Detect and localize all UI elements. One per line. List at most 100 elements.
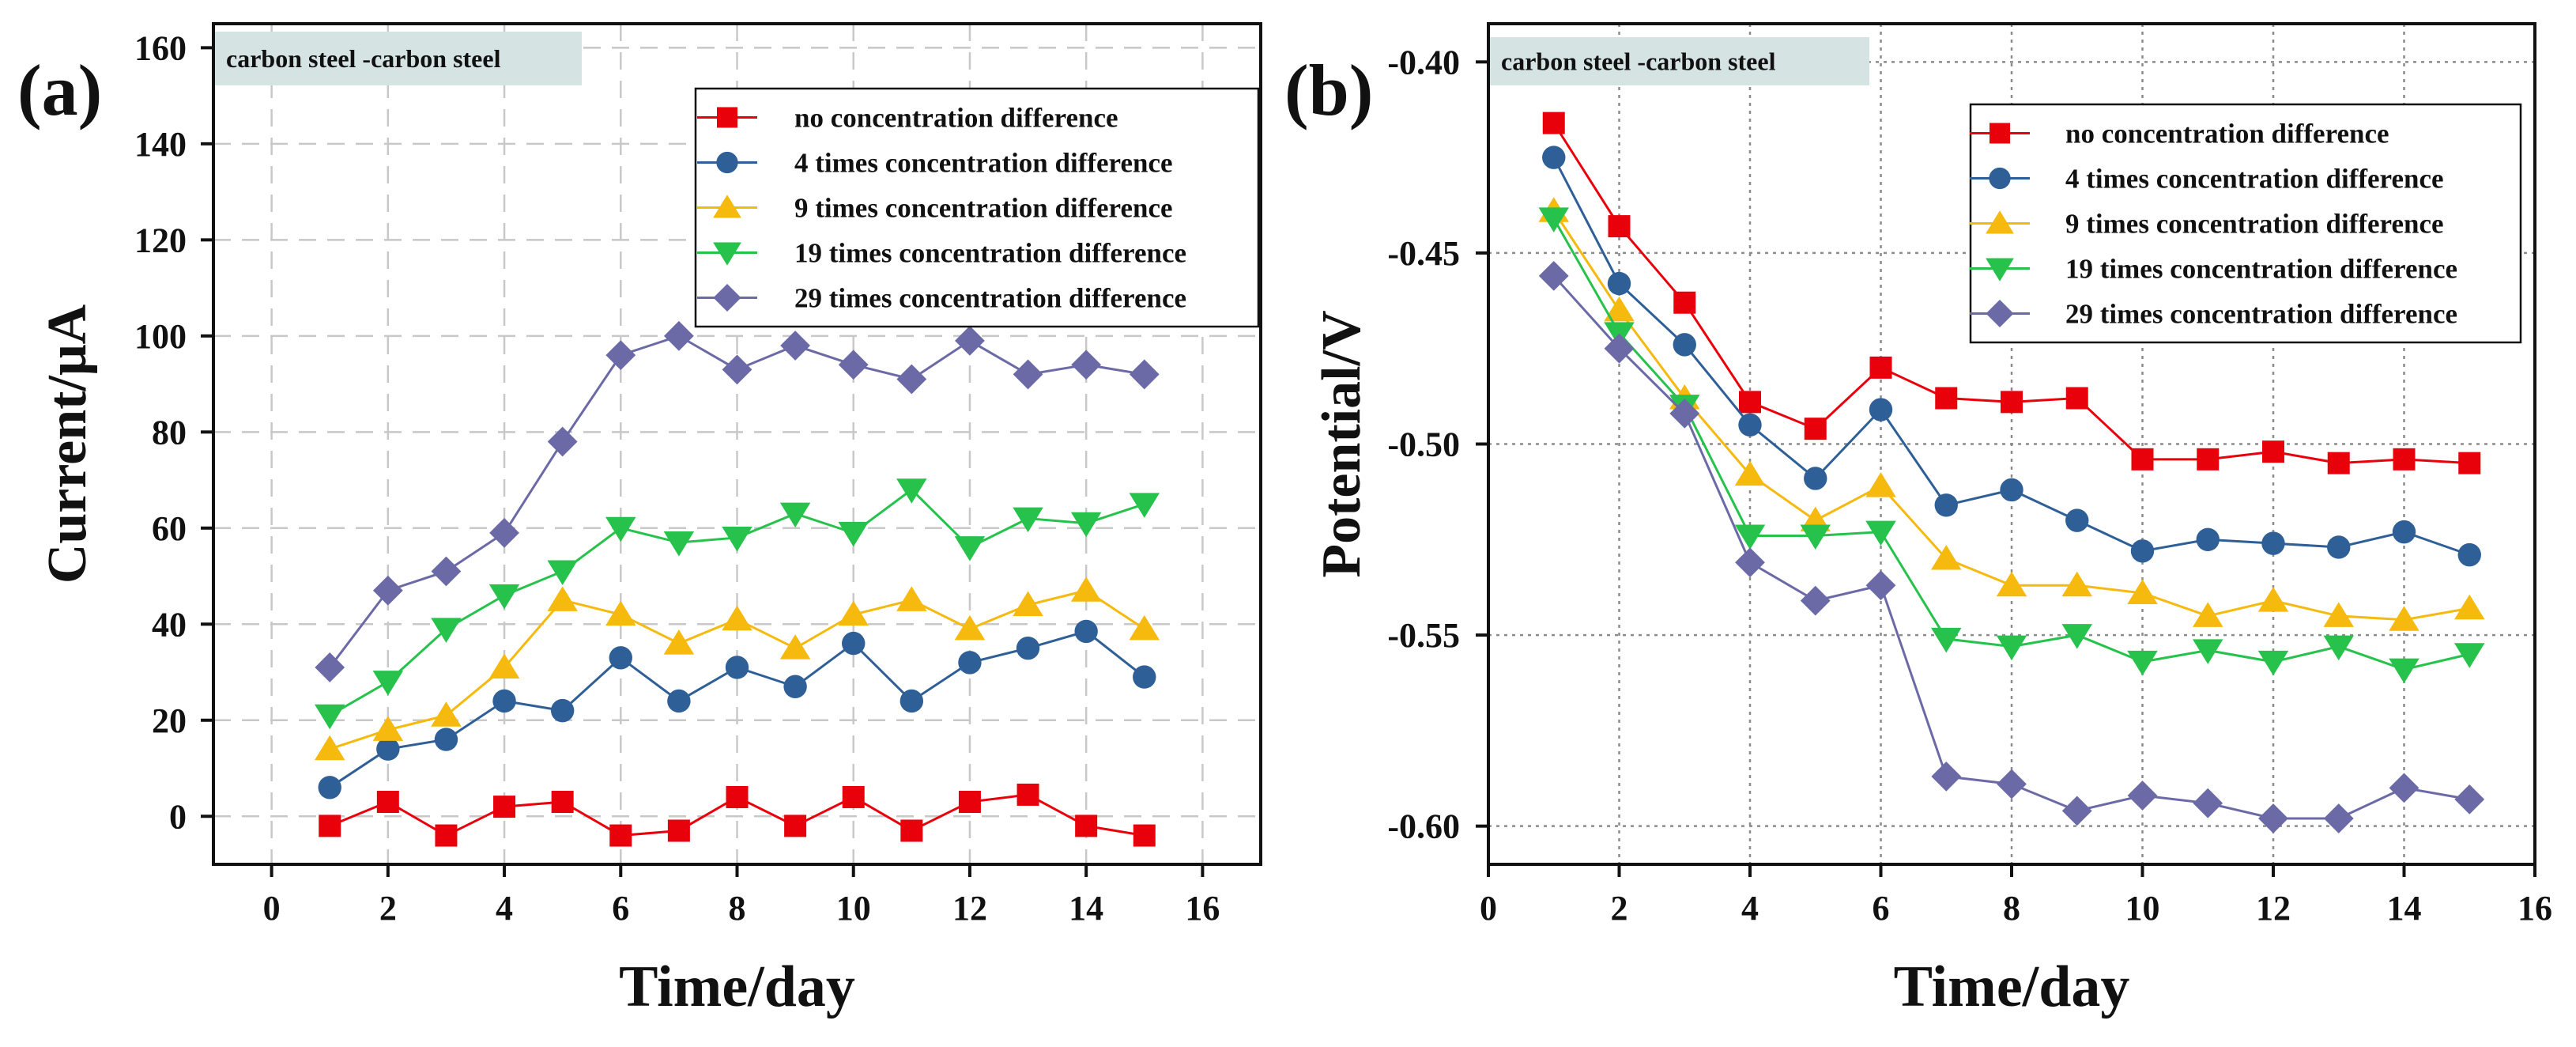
series-a-3 [314,576,1160,761]
data-point-a-4 [722,526,752,552]
data-point-b-3 [2454,594,2485,620]
data-point-a-1 [958,791,981,814]
data-point-a-1 [667,819,690,842]
legend-marker-a-3 [713,195,741,218]
data-point-a-5 [431,556,462,587]
data-point-b-4 [2454,643,2485,668]
data-point-b-5 [2258,803,2288,833]
data-point-a-2 [783,675,807,698]
data-point-a-1 [435,824,458,847]
data-point-a-4 [663,531,695,557]
data-point-a-1 [319,815,341,837]
data-point-a-1 [493,796,516,818]
data-point-a-3 [1013,591,1043,616]
data-point-b-3 [1996,571,2027,597]
data-point-b-4 [1800,524,1831,550]
data-point-b-3 [2127,579,2158,604]
data-point-a-5 [838,350,869,380]
data-point-a-2 [318,776,341,799]
data-point-b-2 [2130,539,2155,563]
x-tick-label-a: 8 [729,889,746,928]
data-point-b-1 [1739,391,1761,414]
legend-label-a-5: 29 times concentration difference [794,283,1186,314]
x-tick-label-b: 12 [2256,889,2291,928]
data-point-b-5 [2389,773,2419,803]
data-point-a-2 [492,689,516,713]
ticks-b: 0 2 4 6 8 10 12 14 16 -0.60 -0.55 -0.50 -0.45 -0.40 [1387,43,2552,928]
data-point-a-2 [1133,665,1156,689]
data-point-b-4 [1931,627,1962,653]
legend-marker-a-1 [717,107,737,128]
series-a-4 [314,478,1160,730]
data-point-b-1 [1608,215,1631,238]
data-point-b-2 [1673,333,1696,357]
data-point-a-1 [609,824,632,847]
data-point-b-2 [2196,527,2220,551]
legend-label-b-3: 9 times concentration difference [2065,209,2444,240]
data-point-b-2 [1869,398,1893,421]
legend-marker-b-2 [1989,167,2011,190]
data-point-a-2 [842,631,866,656]
data-point-a-2 [725,656,749,679]
series-a-1 [319,783,1156,847]
x-tick-label-b: 0 [1480,889,1497,928]
x-tick-label-b: 2 [1611,889,1628,928]
data-point-b-2 [1542,146,1566,169]
data-point-b-2 [2457,542,2481,567]
data-point-a-4 [896,478,927,504]
legend-label-b-2: 4 times concentration difference [2065,164,2444,195]
x-tick-label-b: 16 [2518,889,2552,928]
data-point-a-4 [838,521,869,547]
data-point-a-2 [1074,619,1098,644]
legend-box-a [694,87,1260,328]
legend-b: no concentration difference 4 times conce… [1969,103,2522,344]
data-point-a-5 [1129,359,1160,390]
data-point-b-4 [1996,635,2027,661]
annotation-b: carbon steel -carbon steel [1501,47,1776,76]
data-point-b-5 [1800,585,1831,616]
series-b-2 [1542,146,2481,567]
series-b-1 [1542,112,2481,474]
data-point-a-3 [488,653,520,678]
data-point-b-4 [1865,520,1896,546]
data-point-a-4 [431,618,462,643]
legend-marker-b-3 [1986,210,2014,234]
y-tick-label-b: -0.55 [1387,616,1460,655]
data-point-a-3 [431,701,462,727]
data-point-b-2 [1804,467,1827,490]
data-point-b-1 [2458,452,2481,474]
x-tick-label-b: 6 [1873,889,1890,928]
data-point-b-3 [1865,472,1896,497]
data-point-a-4 [779,502,811,528]
data-point-b-2 [2261,531,2285,555]
x-tick-label-b: 8 [2003,889,2020,928]
data-point-a-5 [896,364,927,395]
data-point-b-3 [2193,602,2223,627]
data-point-b-1 [1935,387,1958,410]
data-point-b-2 [2327,535,2351,559]
data-point-a-3 [372,716,404,741]
data-point-b-4 [2389,658,2419,684]
annotation-box-b [1490,37,1869,85]
data-point-a-2 [434,728,458,751]
y-axis-title-a: Current/μA [37,304,98,584]
data-point-a-5 [489,517,519,548]
legend-label-a-4: 19 times concentration difference [794,238,1186,269]
data-point-b-1 [2065,387,2088,410]
data-point-b-5 [1538,261,1569,291]
x-tick-label-a: 4 [496,889,513,928]
legend-marker-b-1 [1990,123,2010,144]
data-point-a-2 [667,689,691,713]
data-point-a-5 [722,354,752,385]
data-point-b-1 [2393,448,2416,471]
data-point-b-3 [1604,296,1635,322]
data-point-b-2 [1738,413,1762,437]
data-point-a-4 [372,671,404,696]
data-point-b-5 [1735,547,1765,578]
legend-label-a-1: no concentration difference [794,103,1118,134]
data-point-a-3 [722,605,752,631]
y-tick-label-b: -0.50 [1387,425,1460,464]
data-point-a-5 [605,340,636,371]
data-point-b-2 [1934,493,1958,517]
